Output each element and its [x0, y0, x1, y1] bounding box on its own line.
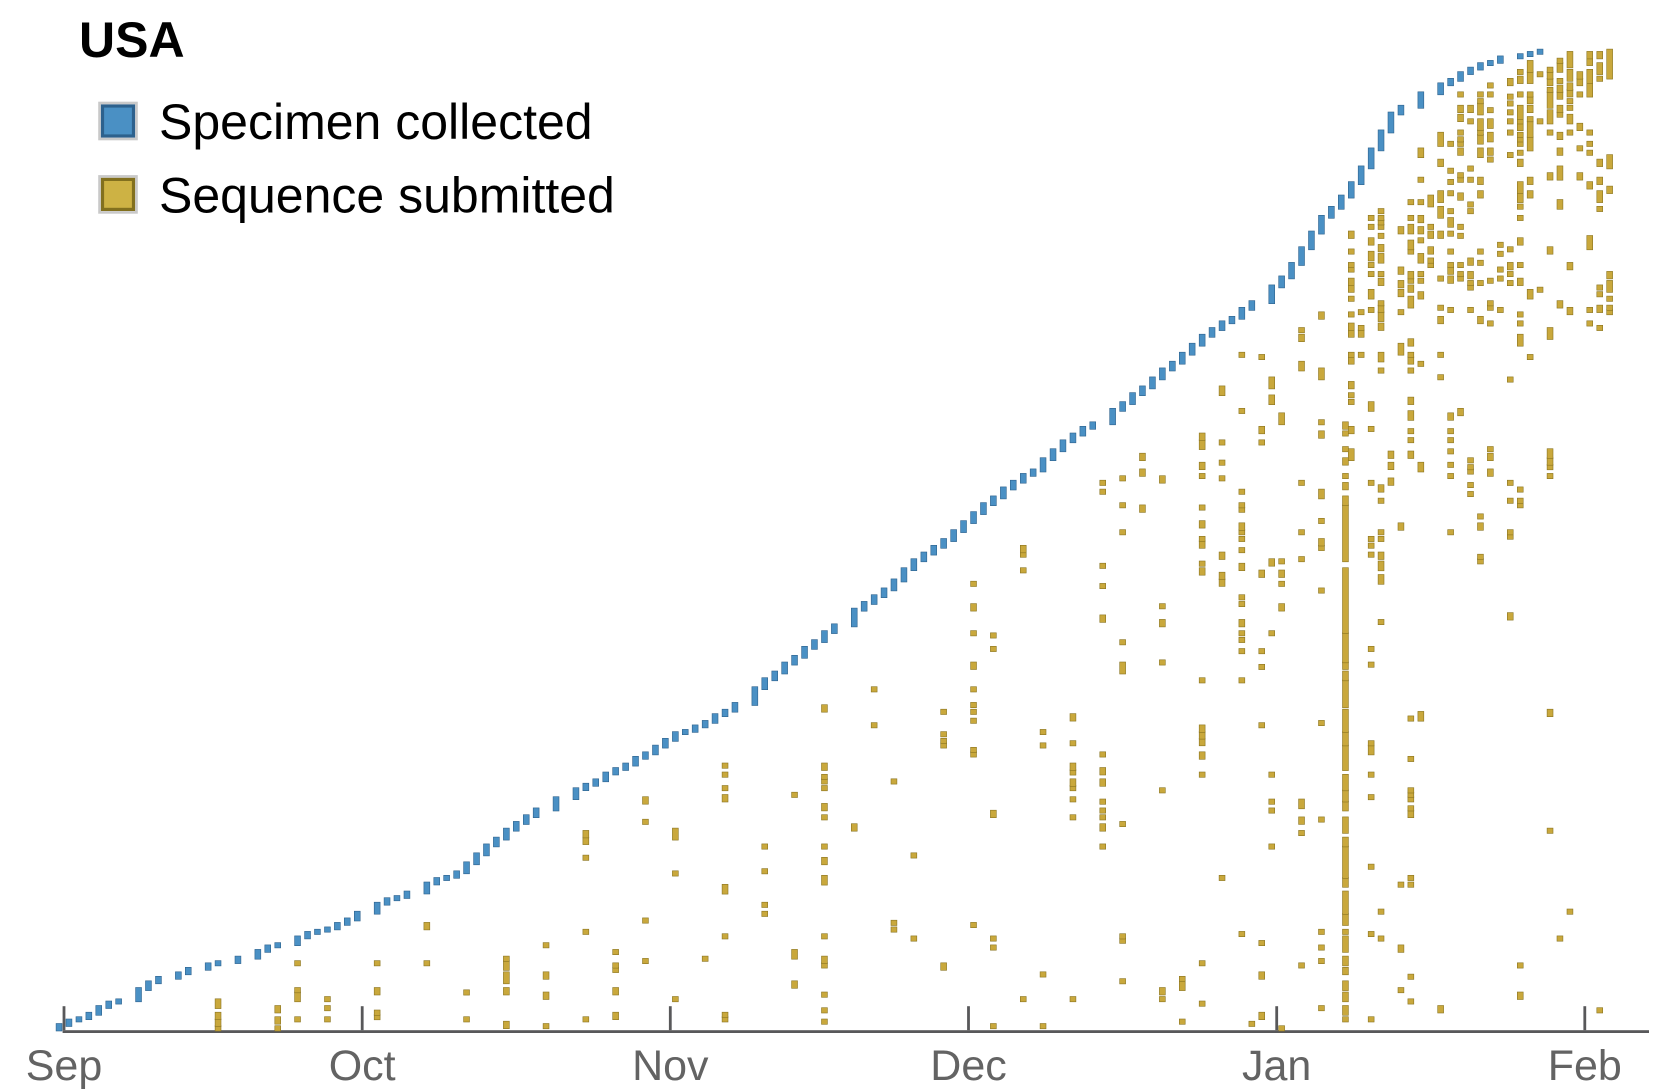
svg-text:Oct: Oct [329, 1042, 396, 1090]
svg-text:Nov: Nov [632, 1042, 709, 1090]
svg-text:Sep: Sep [26, 1042, 103, 1090]
svg-text:USA: USA [79, 12, 185, 68]
svg-text:Sequence submitted: Sequence submitted [159, 168, 615, 224]
svg-text:Jan: Jan [1242, 1042, 1311, 1090]
svg-text:Feb: Feb [1548, 1042, 1622, 1090]
svg-text:Specimen collected: Specimen collected [159, 94, 593, 150]
svg-text:Dec: Dec [930, 1042, 1006, 1090]
